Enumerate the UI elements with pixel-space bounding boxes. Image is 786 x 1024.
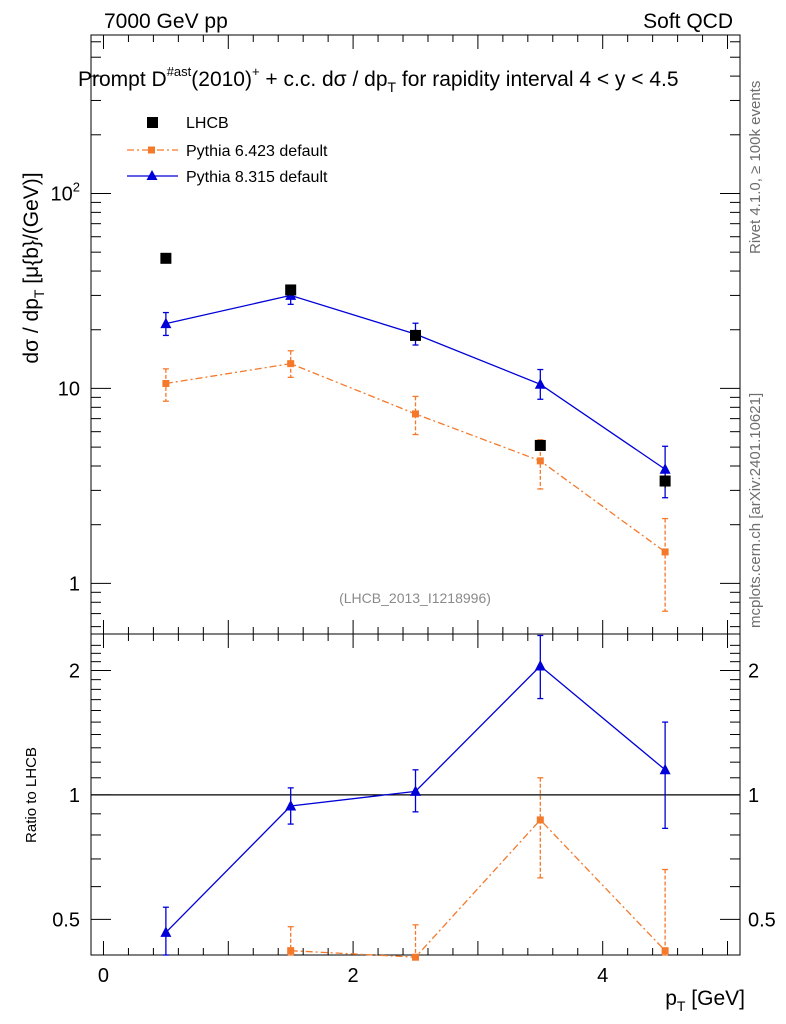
legend-label-pythia8: Pythia 8.315 default	[186, 169, 328, 186]
main-y-axis-label: dσ / dpT [μ{b}/(GeV)]	[20, 172, 47, 363]
main-y-tick-label: 102	[51, 179, 80, 205]
analysis-id: (LHCB_2013_I1218996)	[339, 590, 491, 606]
pythia8-line	[165, 294, 666, 470]
ratio-pythia8-point	[534, 660, 546, 671]
x-axis-label: pT [GeV]	[665, 987, 745, 1014]
legend-marker-lhcb	[147, 117, 158, 128]
lhcb-point	[285, 284, 297, 296]
ratio-pythia6-point	[536, 816, 544, 824]
ratio-y-axis-label: Ratio to LHCB	[23, 747, 40, 843]
ratio-pythia8-point	[410, 785, 421, 796]
x-tick-label: 0	[98, 965, 109, 987]
ratio-pythia6-point	[412, 953, 419, 961]
ratio-pythia6-point	[287, 947, 295, 955]
pythia6-point	[412, 410, 419, 418]
pythia6-point	[287, 360, 295, 368]
pythia8-point	[534, 378, 546, 389]
plot-title: Prompt D#ast(2010)+ + c.c. dσ / dpT for …	[78, 64, 679, 95]
pythia8-point	[160, 317, 172, 329]
header-left: 7000 GeV pp	[104, 10, 228, 33]
main-panel-series	[160, 252, 671, 612]
ratio-y-tick-label-right: 2	[748, 660, 759, 682]
lhcb-point	[534, 439, 546, 451]
ratio-pythia8-point	[285, 800, 297, 811]
legend: LHCB Pythia 6.423 default Pythia 8.315 d…	[127, 115, 328, 186]
mcplots-label: mcplots.cern.ch [arXiv:2401.10621]	[747, 393, 764, 628]
ratio-y-tick-label: 1	[69, 785, 80, 807]
x-tick-label: 4	[597, 965, 608, 987]
legend-label-lhcb: LHCB	[186, 115, 229, 132]
ratio-panel-series	[91, 634, 740, 961]
legend-marker-pythia8	[146, 170, 158, 180]
ratio-pythia8-point	[160, 926, 172, 937]
ratio-pythia6-point	[661, 947, 669, 955]
ratio-pythia8-point	[659, 763, 671, 775]
tick-labels: 0 2 4 1 10 102 0.5 0.5 1 1 2 2	[51, 179, 776, 987]
ratio-y-tick-label: 2	[69, 660, 80, 682]
pythia6-line	[165, 362, 666, 553]
axis-ticks	[91, 35, 740, 955]
lhcb-point	[410, 329, 421, 341]
rivet-label: Rivet 4.1.0, ≥ 100k events	[747, 81, 764, 254]
ratio-y-tick-label-right: 1	[748, 785, 759, 807]
lhcb-point	[659, 475, 671, 487]
ratio-y-tick-label: 0.5	[52, 909, 80, 931]
lhcb-point	[160, 252, 172, 264]
header-right: Soft QCD	[643, 10, 733, 33]
main-y-tick-label: 1	[69, 573, 80, 595]
pythia6-point	[162, 379, 170, 387]
ratio-y-tick-label-right: 0.5	[748, 909, 776, 931]
legend-label-pythia6: Pythia 6.423 default	[186, 143, 328, 160]
pythia8-point	[659, 463, 671, 474]
ratio-pythia6-line	[290, 818, 666, 958]
x-tick-label: 2	[348, 965, 359, 987]
legend-marker-pythia6	[148, 146, 155, 154]
pythia6-point	[536, 457, 544, 465]
pythia6-point	[661, 548, 669, 556]
main-y-tick-label: 10	[58, 378, 80, 400]
